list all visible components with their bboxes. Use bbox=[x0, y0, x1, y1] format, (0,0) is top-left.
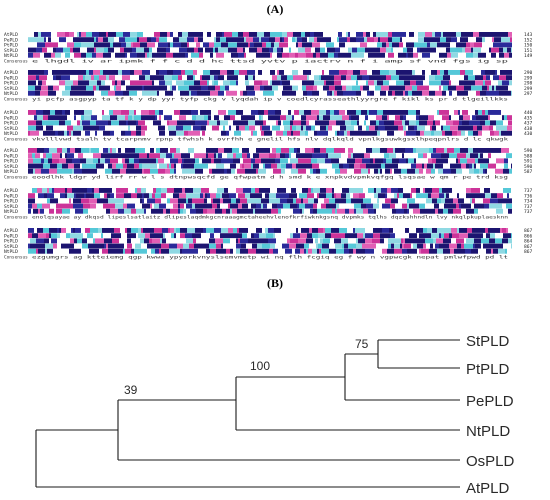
consensus-sequence: e lhgdl iv ar ipmk f f c d d hc ttsd yvt… bbox=[32, 59, 509, 65]
sequence-name-label: StPLD bbox=[4, 204, 18, 210]
sequence-name-label: NtPLD bbox=[4, 91, 18, 97]
sequence-name-label: AtPLD bbox=[4, 148, 18, 154]
consensus-sequence: enolqsayae ay dkqsd lipeslsatlaitz dlipe… bbox=[32, 215, 508, 221]
leaf-ptpld: PtPLD bbox=[466, 361, 510, 378]
residue-count: 440 bbox=[524, 110, 533, 116]
sequence-name-label: PePLD bbox=[4, 193, 18, 199]
sequence-name-label: PtPLD bbox=[4, 199, 18, 205]
residue-count: 152 bbox=[524, 37, 533, 43]
consensus-label: Consensus bbox=[4, 137, 28, 143]
consensus-label: Consensus bbox=[4, 175, 28, 181]
consensus-label: Consensus bbox=[4, 97, 28, 103]
sequence-name-label: AtPLD bbox=[4, 32, 18, 38]
residue-count: 299 bbox=[524, 75, 533, 81]
residue-count: 867 bbox=[524, 249, 533, 255]
alignment-block: AtPLD 290 PePLD 299 PtPLD 298 StPLD 299 NtPLD 297… bbox=[4, 70, 533, 103]
consensus-sequence: vkvlllvwd tsalh tv tcarpnmv rpnp tfwhsh … bbox=[32, 137, 509, 143]
alignment-block: AtPLD 590 PePLD 588 PtPLD 591 StPLD 590 NtPLD 587… bbox=[4, 148, 533, 181]
bootstrap-39: 39 bbox=[124, 383, 138, 397]
sequence-name-label: PtPLD bbox=[4, 239, 18, 245]
residue-count: 437 bbox=[524, 121, 533, 127]
residue-count: 737 bbox=[524, 204, 533, 210]
sequence-name-label: PtPLD bbox=[4, 43, 18, 49]
bootstrap-75: 75 bbox=[355, 337, 369, 351]
sequence-name-label: NtPLD bbox=[4, 131, 18, 137]
residue-count: 438 bbox=[524, 126, 533, 132]
alignment-block: AtPLD 440 PePLD 435 PtPLD 437 StPLD 438 NtPLD 430… bbox=[4, 110, 533, 143]
residue-count: 864 bbox=[524, 239, 533, 245]
alignment-block: AtPLD 867 PePLD 866 PtPLD 864 StPLD 867 NtPLD 867… bbox=[4, 228, 533, 261]
leaf-ntpld: NtPLD bbox=[466, 423, 510, 440]
sequence-name-label: StPLD bbox=[4, 244, 18, 250]
residue-count: 143 bbox=[524, 32, 533, 38]
consensus-label: Consensus bbox=[4, 215, 28, 221]
residue-count: 587 bbox=[524, 169, 533, 175]
sequence-name-label: AtPLD bbox=[4, 110, 18, 116]
sequence-name-label: NtPLD bbox=[4, 169, 18, 175]
leaf-pepld: PePLD bbox=[466, 393, 514, 410]
alignment-block: AtPLD 143 PePLD 152 PtPLD 150 StPLD 151 NtPLD 149… bbox=[4, 32, 533, 65]
residue-count: 298 bbox=[524, 81, 533, 87]
residue-count: 430 bbox=[524, 131, 533, 137]
sequence-alignment: AtPLD 143 PePLD 152 PtPLD 150 StPLD 151 NtPLD 149… bbox=[4, 32, 533, 261]
leaf-atpld: AtPLD bbox=[466, 480, 510, 497]
sequence-name-label: NtPLD bbox=[4, 209, 18, 215]
residue-count: 737 bbox=[524, 209, 533, 215]
residue-count: 737 bbox=[524, 188, 533, 194]
residue-count: 290 bbox=[524, 70, 533, 76]
residue-count: 588 bbox=[524, 153, 533, 159]
sequence-name-label: NtPLD bbox=[4, 249, 18, 255]
residue-count: 299 bbox=[524, 86, 533, 92]
sequence-name-label: PePLD bbox=[4, 153, 18, 159]
residue-count: 590 bbox=[524, 164, 533, 170]
panel-b-label: (B) bbox=[267, 276, 283, 290]
sequence-name-label: AtPLD bbox=[4, 70, 18, 76]
sequence-name-label: PePLD bbox=[4, 37, 18, 43]
consensus-label: Consensus bbox=[4, 255, 28, 261]
consensus-label: Consensus bbox=[4, 59, 28, 65]
residue-count: 297 bbox=[524, 91, 533, 97]
sequence-name-label: PePLD bbox=[4, 115, 18, 121]
residue-count: 590 bbox=[524, 148, 533, 154]
residue-count: 734 bbox=[524, 199, 533, 205]
residue-count: 867 bbox=[524, 244, 533, 250]
sequence-name-label: PtPLD bbox=[4, 81, 18, 87]
phylogenetic-tree: StPLD PtPLD PePLD NtPLD OsPLD AtPLD 75 1… bbox=[35, 333, 515, 497]
sequence-name-label: AtPLD bbox=[4, 228, 18, 234]
residue-count: 867 bbox=[524, 228, 533, 234]
bootstrap-100: 100 bbox=[250, 359, 270, 373]
residue-count: 591 bbox=[524, 159, 533, 165]
panel-a-label: (A) bbox=[266, 2, 284, 16]
sequence-name-label: AtPLD bbox=[4, 188, 18, 194]
consensus-sequence: eoodlhk ldgr yd lirf rr w l s dtnpwsqcfd… bbox=[32, 175, 509, 181]
residue-count: 736 bbox=[524, 193, 533, 199]
leaf-ospld: OsPLD bbox=[466, 453, 515, 470]
residue-count: 151 bbox=[524, 48, 533, 54]
tree-branches bbox=[35, 339, 460, 488]
sequence-name-label: PePLD bbox=[4, 75, 18, 81]
residue-count: 150 bbox=[524, 43, 533, 49]
sequence-name-label: PtPLD bbox=[4, 159, 18, 165]
leaf-stpld: StPLD bbox=[466, 333, 510, 350]
residue-count: 435 bbox=[524, 115, 533, 121]
sequence-name-label: StPLD bbox=[4, 86, 18, 92]
consensus-sequence: yi pcfp asgpyp ta tf k y dp yyr tyfp ckg… bbox=[32, 97, 509, 103]
sequence-name-label: StPLD bbox=[4, 126, 18, 132]
consensus-sequence: ezgumgrs ag ktteiemg qgp kwwa ypyorkvnys… bbox=[32, 255, 509, 261]
residue-count: 866 bbox=[524, 233, 533, 239]
alignment-block: AtPLD 737 PePLD 736 PtPLD 734 StPLD 737 NtPLD 737… bbox=[4, 188, 533, 221]
sequence-name-label: StPLD bbox=[4, 164, 18, 170]
sequence-name-label: PePLD bbox=[4, 233, 18, 239]
sequence-name-label: StPLD bbox=[4, 48, 18, 54]
sequence-name-label: NtPLD bbox=[4, 53, 18, 59]
sequence-name-label: PtPLD bbox=[4, 121, 18, 127]
residue-count: 149 bbox=[524, 53, 533, 59]
